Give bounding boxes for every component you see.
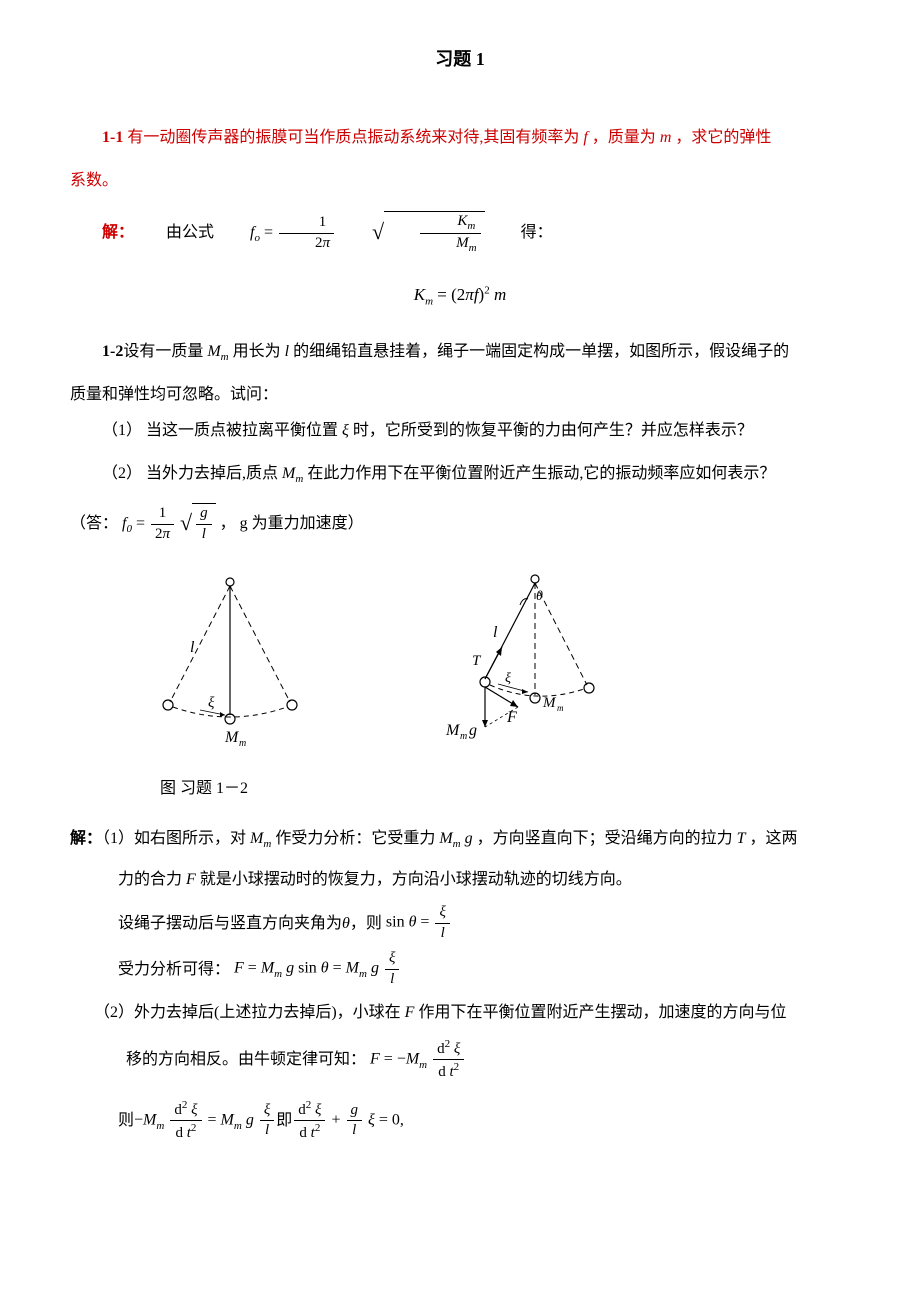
problem-1: 1-1 有一动圈传声器的振膜可当作质点振动系统来对待,其固有频率为 f ，质量为… (70, 120, 850, 155)
solution-2-line3: 受力分析可得： F = Mm g sin θ = Mm g ξl (118, 949, 850, 989)
svg-text:T: T (472, 653, 482, 669)
formula-eq2: d2 ξd t2 + gl ξ = 0, (292, 1098, 404, 1144)
problem-2-cont: 质量和弹性均可忽略。试问： (70, 377, 850, 412)
answer-suffix: ， g 为重力加速度） (220, 506, 364, 541)
diagrams-container: l ξ M m θ l T ξ M (130, 567, 850, 760)
formula-f0: f0 = 12π gl (122, 499, 216, 547)
svg-text:m: m (239, 738, 246, 747)
solution-2-line1b: 力的合力 F 就是小球摆动时的恢复力，方向沿小球摆动轨迹的切线方向。 (118, 862, 850, 897)
answer-prefix: （答： (70, 506, 118, 541)
diagram-right: θ l T ξ M m g F M m (410, 567, 620, 760)
solution-2-line5: 则 −Mm d2 ξd t2 = Mm g ξl 即 d2 ξd t2 + gl… (118, 1098, 850, 1144)
question-2: （2） 当外力去掉后,质点 Mm 在此力作用下在平衡位置附近产生振动,它的振动频… (102, 456, 850, 491)
problem-1-text-cont: 系数。 (70, 163, 850, 198)
problem-1-label: 1-1 (102, 129, 123, 146)
solution-2-line1: 解：（1）如右图所示，对 Mm 作受力分析：它受重力 Mm g ，方向竖直向下；… (70, 821, 850, 856)
svg-text:F: F (506, 709, 517, 726)
problem-1-text: 有一动圈传声器的振膜可当作质点振动系统来对待,其固有频率为 f ，质量为 m ，… (123, 129, 771, 146)
svg-text:g: g (469, 722, 477, 739)
problem-1-solution: 解： 由公式 fo = 12π KmMm 得： (70, 208, 850, 256)
solution-text: 由公式 (134, 215, 214, 250)
svg-text:M: M (542, 695, 557, 711)
solution-2-label: 解： (70, 830, 102, 847)
svg-text:M: M (224, 729, 240, 746)
problem-2: 1-2设有一质量 Mm 用长为 l 的细绳铅直悬挂着，绳子一端固定构成一单摆，如… (70, 334, 850, 369)
diagram-left: l ξ M m (130, 567, 330, 760)
problem-2-label: 1-2 (102, 343, 123, 360)
formula-fo: fo = 12π KmMm (218, 208, 485, 256)
solution-2-line2: 设绳子摆动后与竖直方向夹角为 θ ，则 sin θ = ξl (118, 903, 850, 943)
question-1: （1） 当这一质点被拉离平衡位置 ξ 时，它所受到的恢复平衡的力由何产生？并应怎… (102, 413, 850, 448)
solution-label: 解： (70, 215, 134, 250)
q2-label: （2） (102, 465, 142, 482)
page-title: 习题 1 (70, 40, 850, 80)
solution-2-line4a: （2）外力去掉后(上述拉力去掉后)，小球在 F 作用下在平衡位置附近产生摆动，加… (94, 995, 850, 1030)
solution-2-line4b: 移的方向相反。由牛顿定律可知： F = −Mm d2 ξd t2 (126, 1037, 850, 1083)
p5-mid: 即 (276, 1103, 292, 1138)
svg-text:ξ: ξ (208, 695, 215, 711)
svg-text:ξ: ξ (505, 671, 511, 686)
answer-hint: （答： f0 = 12π gl ， g 为重力加速度） (70, 499, 850, 547)
svg-text:M: M (445, 722, 461, 739)
svg-text:l: l (190, 639, 195, 656)
formula-eq1: −Mm d2 ξd t2 = Mm g ξl (134, 1098, 276, 1144)
q1-label: （1） (102, 422, 142, 439)
p5-prefix: 则 (118, 1103, 134, 1138)
figure-caption: 图 习题 1－2 (160, 771, 850, 806)
after-formula: 得： (489, 215, 553, 250)
problem-2-text: 设有一质量 Mm 用长为 l 的细绳铅直悬挂着，绳子一端固定构成一单摆，如图所示… (123, 343, 789, 360)
svg-text:m: m (460, 731, 467, 742)
svg-text:m: m (557, 703, 564, 713)
svg-text:l: l (493, 624, 498, 641)
formula-result-1: Km = (2πf)2 m (70, 276, 850, 314)
